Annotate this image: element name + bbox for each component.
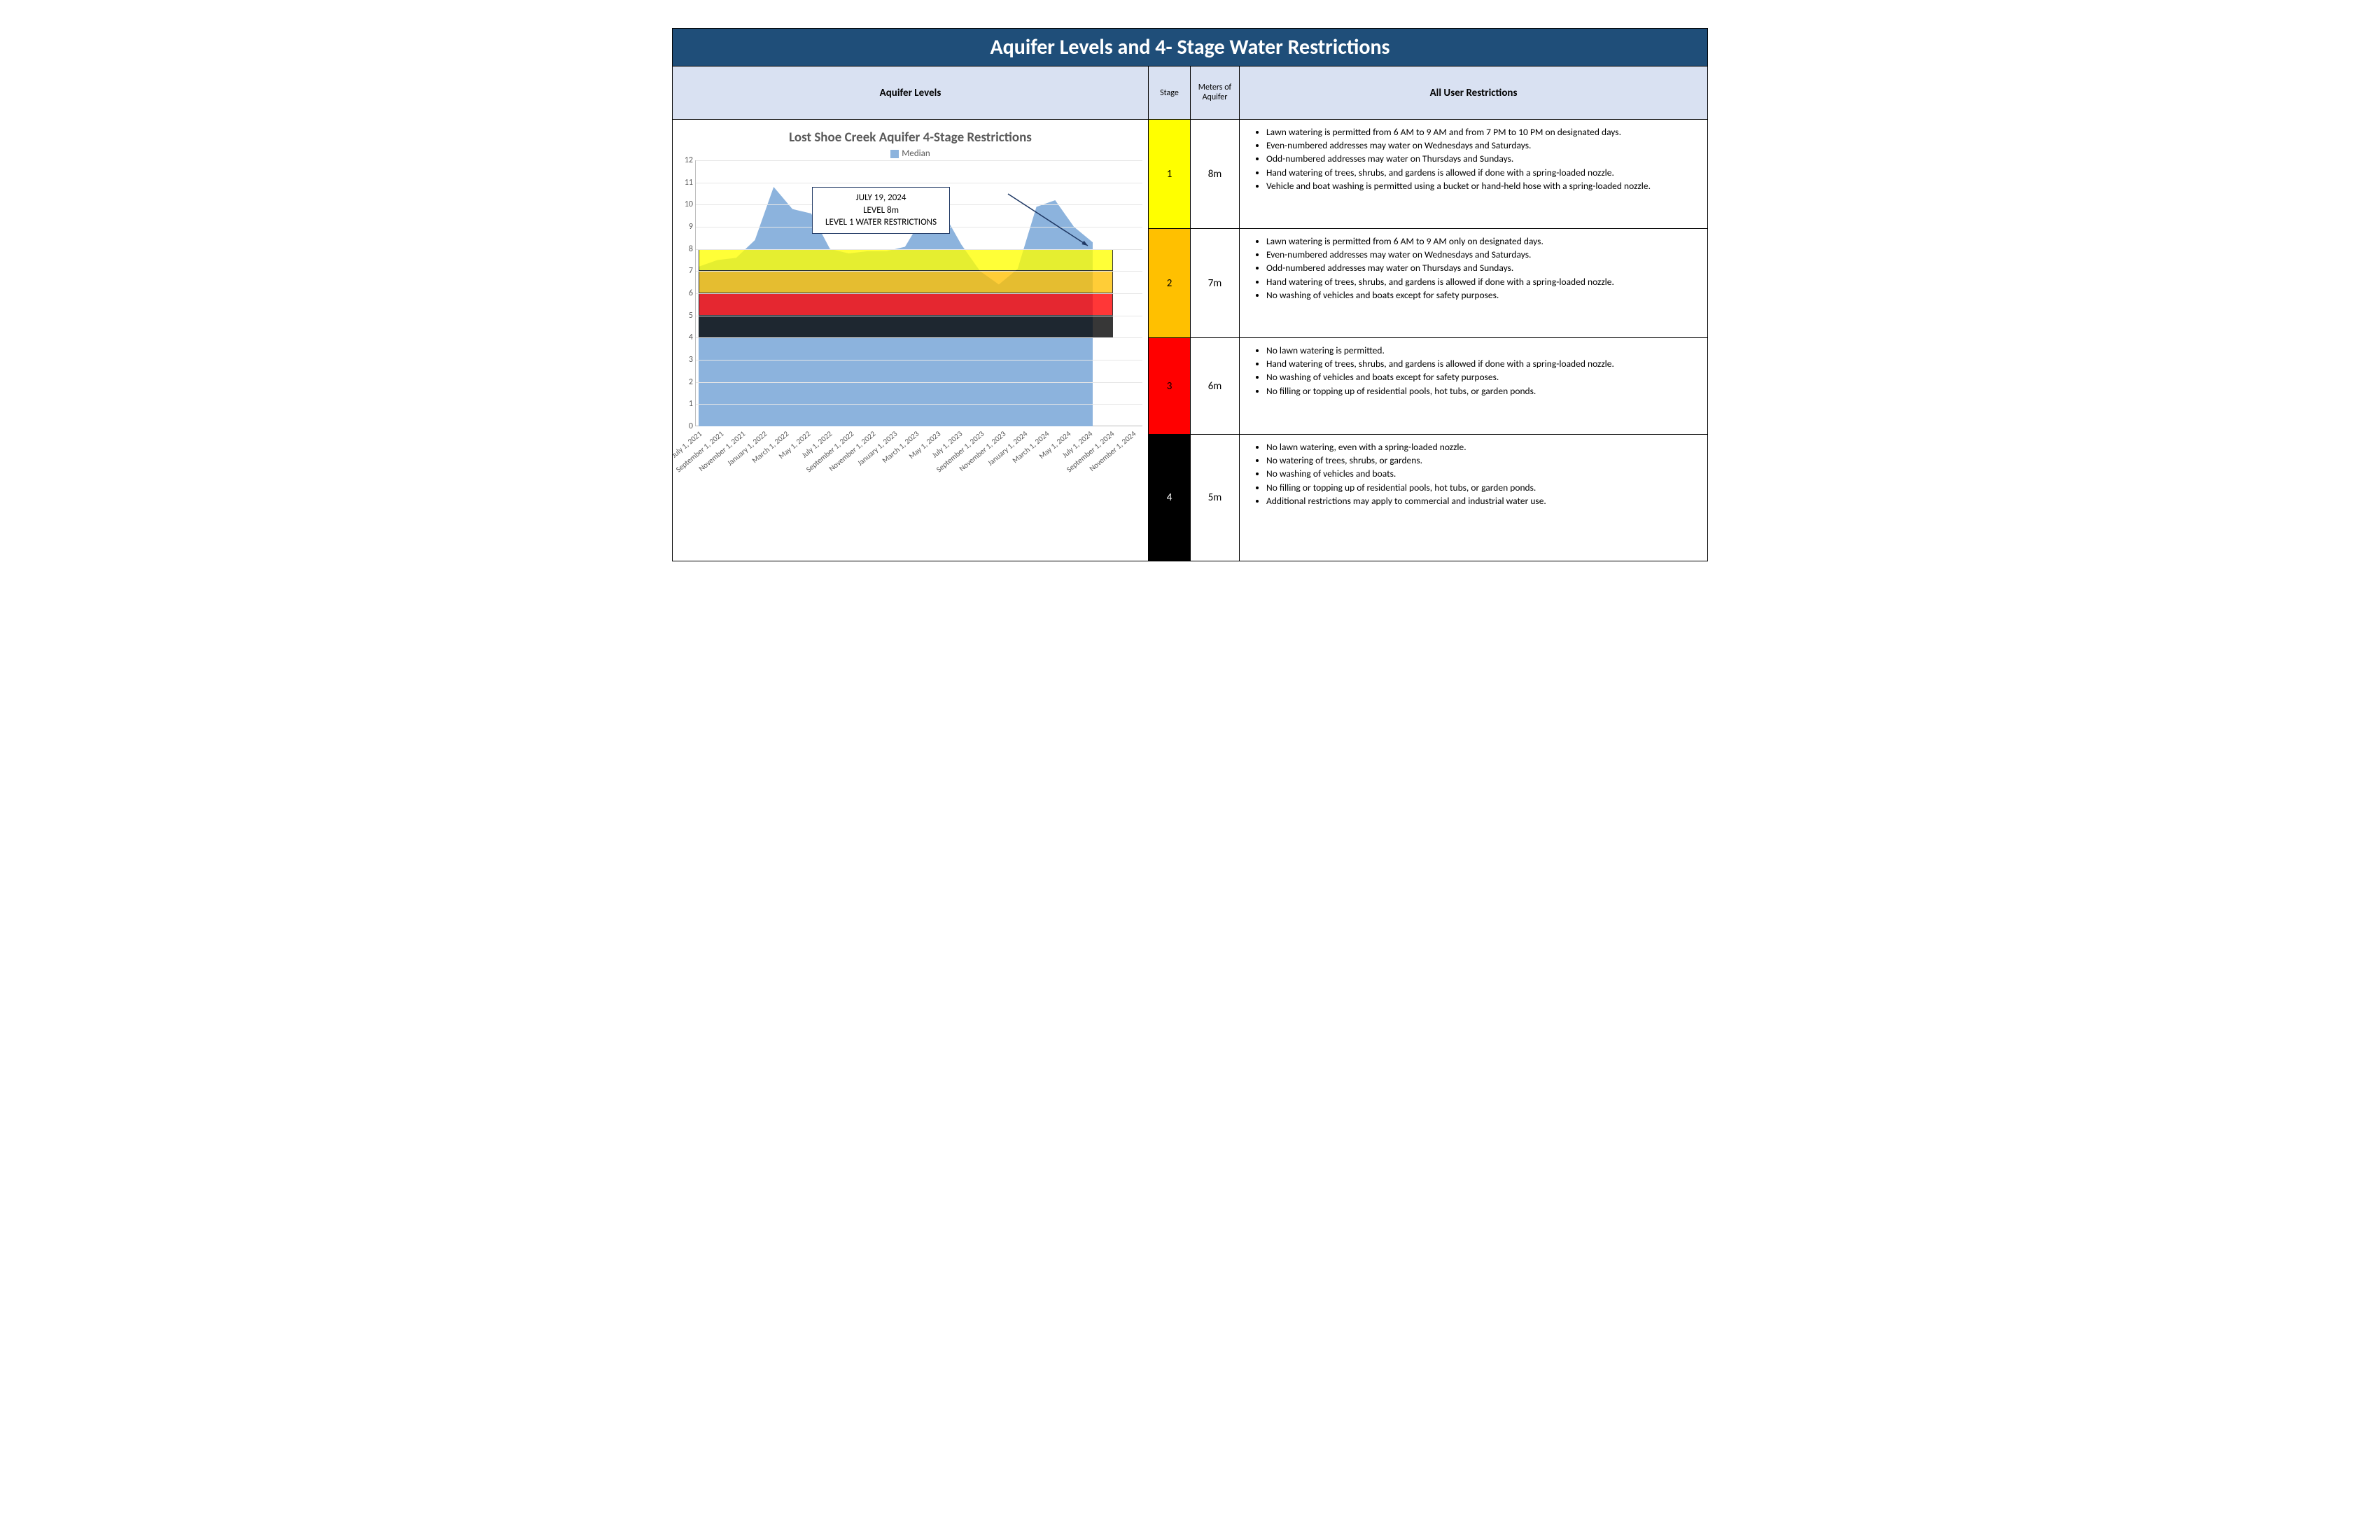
restriction-item: No lawn watering is permitted.: [1266, 344, 1698, 357]
restriction-item: No washing of vehicles and boats except …: [1266, 371, 1698, 384]
restriction-item: Even-numbered addresses may water on Wed…: [1266, 139, 1698, 152]
callout-level: LEVEL 8m: [825, 204, 937, 217]
header-row: Aquifer Levels Stage Meters of Aquifer A…: [673, 66, 1707, 120]
chart-panel: Lost Shoe Creek Aquifer 4-Stage Restrict…: [673, 120, 1149, 561]
x-axis: July 1, 2021September 1, 2021November 1,…: [695, 426, 1136, 489]
stage-row-2: 27m Lawn watering is permitted from 6 AM …: [1149, 229, 1707, 338]
restriction-item: Hand watering of trees, shrubs, and gard…: [1266, 167, 1698, 179]
stage-row-4: 45m No lawn watering, even with a spring-…: [1149, 435, 1707, 561]
restriction-item: Additional restrictions may apply to com…: [1266, 495, 1698, 507]
stage-restrictions: Lawn watering is permitted from 6 AM to …: [1240, 120, 1707, 228]
stage-number: 2: [1149, 229, 1191, 337]
legend-swatch: [890, 150, 899, 158]
restriction-item: No washing of vehicles and boats.: [1266, 468, 1698, 480]
restriction-item: Odd-numbered addresses may water on Thur…: [1266, 262, 1698, 274]
y-tick: 3: [689, 355, 693, 365]
y-tick: 8: [689, 244, 693, 254]
document-root: Aquifer Levels and 4- Stage Water Restri…: [672, 28, 1708, 561]
restriction-item: No washing of vehicles and boats except …: [1266, 289, 1698, 302]
plot-area: JULY 19, 2024 LEVEL 8m LEVEL 1 WATER RES…: [695, 160, 1142, 426]
restriction-item: Odd-numbered addresses may water on Thur…: [1266, 153, 1698, 165]
y-tick: 10: [685, 200, 693, 209]
y-tick: 6: [689, 288, 693, 298]
y-tick: 9: [689, 222, 693, 232]
page-title: Aquifer Levels and 4- Stage Water Restri…: [673, 29, 1707, 66]
stage-row-1: 18m Lawn watering is permitted from 6 AM …: [1149, 120, 1707, 229]
callout-restriction: LEVEL 1 WATER RESTRICTIONS: [825, 216, 937, 229]
restriction-item: Hand watering of trees, shrubs, and gard…: [1266, 358, 1698, 370]
restriction-item: No filling or topping up of residential …: [1266, 385, 1698, 398]
y-tick: 7: [689, 266, 693, 276]
restriction-item: Lawn watering is permitted from 6 AM to …: [1266, 126, 1698, 139]
chart-legend: Median: [678, 148, 1142, 159]
stage-number: 1: [1149, 120, 1191, 228]
restriction-item: Even-numbered addresses may water on Wed…: [1266, 248, 1698, 261]
y-tick: 4: [689, 332, 693, 342]
plot-wrap: 0123456789101112 JULY 19, 2024 LEVEL 8m …: [678, 160, 1142, 426]
y-tick: 2: [689, 377, 693, 387]
restriction-item: No filling or topping up of residential …: [1266, 482, 1698, 494]
restriction-item: No lawn watering, even with a spring-loa…: [1266, 441, 1698, 454]
callout-date: JULY 19, 2024: [825, 192, 937, 204]
y-tick: 0: [689, 421, 693, 431]
stage-meters: 8m: [1191, 120, 1240, 228]
stages-column: 18m Lawn watering is permitted from 6 AM …: [1149, 120, 1707, 561]
stage-meters: 5m: [1191, 435, 1240, 561]
chart-callout: JULY 19, 2024 LEVEL 8m LEVEL 1 WATER RES…: [812, 187, 950, 234]
body-row: Lost Shoe Creek Aquifer 4-Stage Restrict…: [673, 120, 1707, 561]
restriction-item: Lawn watering is permitted from 6 AM to …: [1266, 235, 1698, 248]
header-stage: Stage: [1149, 66, 1191, 119]
header-meters: Meters of Aquifer: [1191, 66, 1240, 119]
y-tick: 5: [689, 311, 693, 321]
stage-restrictions: No lawn watering, even with a spring-loa…: [1240, 435, 1707, 561]
stage-restrictions: No lawn watering is permitted.Hand water…: [1240, 338, 1707, 434]
restriction-item: Vehicle and boat washing is permitted us…: [1266, 180, 1698, 192]
stage-number: 3: [1149, 338, 1191, 434]
header-restrictions: All User Restrictions: [1240, 66, 1707, 119]
restriction-item: No watering of trees, shrubs, or gardens…: [1266, 454, 1698, 467]
stage-restrictions: Lawn watering is permitted from 6 AM to …: [1240, 229, 1707, 337]
stage-row-3: 36mNo lawn watering is permitted.Hand wa…: [1149, 338, 1707, 435]
y-axis: 0123456789101112: [678, 160, 695, 426]
stage-number: 4: [1149, 435, 1191, 561]
stage-meters: 6m: [1191, 338, 1240, 434]
y-tick: 1: [689, 399, 693, 409]
chart-title: Lost Shoe Creek Aquifer 4-Stage Restrict…: [678, 130, 1142, 146]
y-tick: 11: [685, 178, 693, 188]
header-aquifer: Aquifer Levels: [673, 66, 1149, 119]
restriction-item: Hand watering of trees, shrubs, and gard…: [1266, 276, 1698, 288]
y-tick: 12: [685, 155, 693, 165]
stage-meters: 7m: [1191, 229, 1240, 337]
legend-label: Median: [902, 148, 930, 159]
